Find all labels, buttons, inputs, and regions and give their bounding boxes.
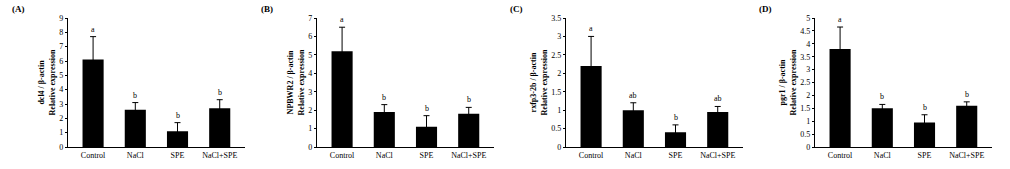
svg-text:3.5: 3.5 (551, 14, 561, 23)
svg-text:1.5: 1.5 (800, 104, 810, 113)
svg-text:NaCl: NaCl (625, 151, 643, 160)
svg-text:2: 2 (59, 114, 63, 123)
svg-text:pgr1 / β-actinRelative express: pgr1 / β-actinRelative expression (778, 49, 797, 115)
svg-text:6: 6 (59, 57, 63, 66)
svg-text:6: 6 (308, 32, 312, 41)
svg-text:7: 7 (308, 14, 312, 23)
svg-text:b: b (923, 103, 927, 112)
svg-text:3: 3 (557, 32, 561, 41)
svg-text:8: 8 (59, 28, 63, 37)
svg-text:2.5: 2.5 (551, 51, 561, 60)
svg-text:2: 2 (806, 91, 810, 100)
svg-text:SPE: SPE (420, 151, 434, 160)
svg-text:7: 7 (59, 42, 63, 51)
svg-text:NaCl+SPE: NaCl+SPE (949, 151, 984, 160)
svg-text:9: 9 (59, 14, 63, 23)
svg-text:5: 5 (59, 71, 63, 80)
svg-text:(B): (B) (261, 4, 273, 14)
svg-text:1: 1 (806, 117, 810, 126)
svg-text:3: 3 (59, 100, 63, 109)
svg-text:0.5: 0.5 (551, 124, 561, 133)
svg-text:b: b (880, 92, 884, 101)
svg-text:1: 1 (557, 106, 561, 115)
svg-text:SPE: SPE (171, 151, 185, 160)
svg-text:NaCl: NaCl (376, 151, 394, 160)
svg-text:4: 4 (308, 69, 312, 78)
svg-text:2: 2 (557, 69, 561, 78)
svg-text:Control: Control (579, 151, 604, 160)
svg-text:SPE: SPE (669, 151, 683, 160)
svg-text:b: b (674, 113, 678, 122)
svg-text:b: b (176, 111, 180, 120)
svg-text:a: a (838, 15, 842, 24)
svg-text:rxfp3-2b / β-actinRelative exp: rxfp3-2b / β-actinRelative expression (529, 49, 548, 115)
svg-text:b: b (218, 88, 222, 97)
svg-text:b: b (382, 93, 386, 102)
svg-text:3.5: 3.5 (800, 53, 810, 62)
svg-text:a: a (91, 25, 95, 34)
svg-text:NaCl+SPE: NaCl+SPE (700, 151, 735, 160)
svg-text:0.5: 0.5 (800, 130, 810, 139)
svg-text:4: 4 (59, 85, 63, 94)
svg-text:1: 1 (308, 124, 312, 133)
svg-text:NPBWR2 / β-actinRelative expre: NPBWR2 / β-actinRelative expression (286, 49, 305, 115)
svg-text:3: 3 (806, 65, 810, 74)
svg-text:4: 4 (806, 40, 810, 49)
svg-text:Control: Control (330, 151, 355, 160)
svg-text:a: a (589, 24, 593, 33)
svg-text:b: b (425, 104, 429, 113)
svg-text:1.5: 1.5 (551, 88, 561, 97)
svg-text:Control: Control (81, 151, 106, 160)
svg-text:NaCl: NaCl (874, 151, 892, 160)
svg-text:b: b (965, 90, 969, 99)
svg-text:b: b (467, 95, 471, 104)
svg-text:ab: ab (714, 94, 722, 103)
svg-text:1: 1 (59, 128, 63, 137)
svg-text:NaCl+SPE: NaCl+SPE (202, 151, 237, 160)
svg-text:3: 3 (308, 88, 312, 97)
svg-text:2.5: 2.5 (800, 78, 810, 87)
svg-text:NaCl+SPE: NaCl+SPE (451, 151, 486, 160)
svg-text:b: b (133, 91, 137, 100)
svg-text:2: 2 (308, 106, 312, 115)
svg-text:0: 0 (806, 143, 810, 152)
svg-text:(D): (D) (759, 4, 772, 14)
svg-text:NaCl: NaCl (127, 151, 145, 160)
svg-text:(C): (C) (510, 4, 523, 14)
svg-text:0: 0 (308, 143, 312, 152)
svg-text:ab: ab (629, 91, 637, 100)
svg-text:SPE: SPE (918, 151, 932, 160)
svg-text:Control: Control (828, 151, 853, 160)
svg-text:5: 5 (806, 14, 810, 23)
svg-text:dcl4 / β-actinRelative express: dcl4 / β-actinRelative expression (37, 49, 56, 115)
svg-text:0: 0 (557, 143, 561, 152)
svg-text:4.5: 4.5 (800, 27, 810, 36)
svg-text:a: a (340, 15, 344, 24)
svg-text:5: 5 (308, 51, 312, 60)
svg-text:(A): (A) (12, 4, 25, 14)
svg-text:0: 0 (59, 143, 63, 152)
